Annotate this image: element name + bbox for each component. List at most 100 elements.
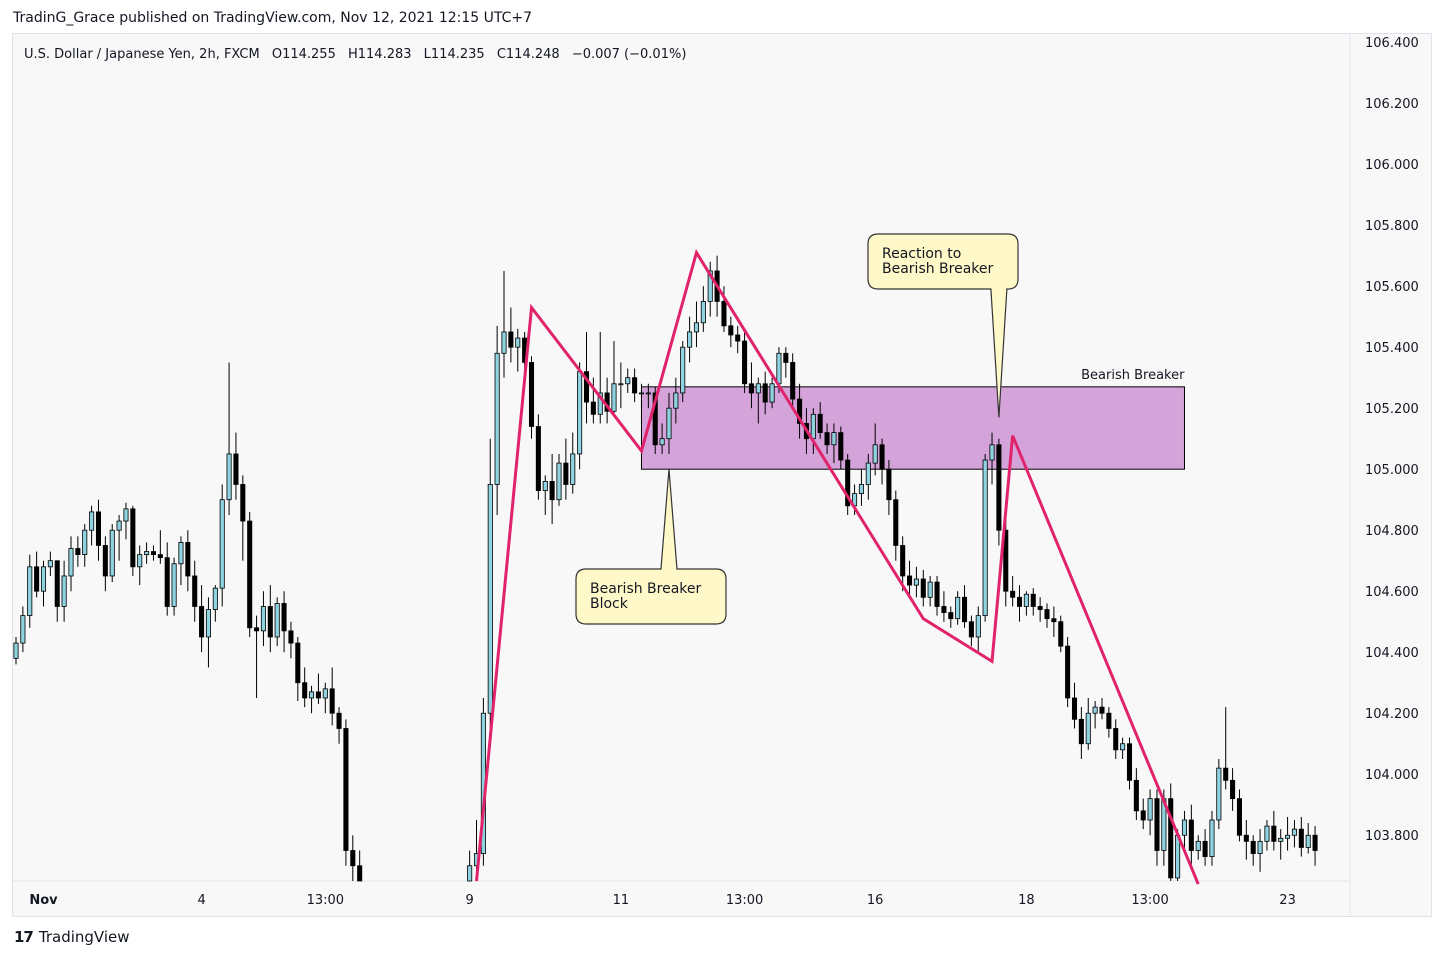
candle — [1202, 829, 1208, 866]
candle — [102, 536, 108, 592]
candle — [89, 505, 95, 546]
candle-body — [968, 621, 974, 638]
candle-body — [247, 520, 253, 629]
candle — [845, 453, 851, 515]
y-tick-label: 103.800 — [1365, 829, 1419, 844]
candle — [171, 557, 177, 616]
candle-body — [948, 612, 954, 620]
publisher-line: TradinG_Grace published on TradingView.c… — [13, 10, 533, 26]
candle-body — [288, 630, 294, 644]
x-tick-label: 16 — [867, 893, 884, 908]
candle — [927, 575, 933, 607]
candle-body — [508, 331, 514, 348]
candle — [838, 426, 844, 470]
candle-body — [315, 691, 321, 699]
callout-bubble — [867, 233, 1019, 418]
candle-body — [831, 432, 837, 446]
candle — [1147, 789, 1153, 836]
candle-body — [487, 484, 493, 714]
candle — [226, 362, 232, 515]
candle-body — [810, 413, 816, 440]
candle-body — [116, 520, 122, 531]
candle-body — [233, 453, 239, 485]
candle-body — [1168, 798, 1174, 879]
candle-body — [309, 691, 315, 699]
tradingview-logo-icon[interactable]: 17 — [14, 928, 34, 946]
candle-body — [817, 413, 823, 433]
candle — [501, 270, 507, 378]
y-tick-label: 104.600 — [1365, 585, 1419, 600]
candle — [1278, 829, 1284, 860]
candle-body — [1044, 609, 1050, 620]
candle — [309, 685, 315, 714]
breaker-zone: Bearish Breaker — [640, 368, 1185, 470]
candle — [1181, 810, 1188, 851]
candle — [164, 542, 170, 616]
candle — [150, 545, 156, 561]
candle — [1120, 737, 1126, 759]
candle-body — [61, 575, 67, 607]
candle-body — [494, 352, 500, 485]
candle — [467, 850, 473, 882]
candle-body — [515, 337, 521, 348]
candle-body — [941, 606, 947, 613]
candle — [357, 850, 363, 882]
candle-body — [254, 627, 260, 632]
candle — [742, 331, 748, 393]
symbol-header: U.S. Dollar / Japanese Yen, 2h, FXCM O11… — [24, 47, 686, 62]
candle — [1140, 798, 1146, 830]
candle — [1037, 597, 1043, 622]
candle — [604, 377, 610, 424]
candle-body — [219, 499, 225, 589]
candle-body — [879, 444, 885, 470]
candle-body — [1016, 596, 1023, 607]
candle-body — [40, 566, 47, 592]
y-tick-label: 104.400 — [1365, 646, 1419, 661]
candle-body — [1030, 593, 1036, 607]
candle-body — [1230, 779, 1236, 800]
y-tick-label: 105.600 — [1365, 280, 1419, 295]
chart-frame — [12, 33, 1432, 917]
candle — [343, 719, 349, 866]
candle-body — [625, 377, 631, 385]
candle — [508, 307, 514, 363]
brand-name[interactable]: TradingView — [38, 928, 130, 946]
candle-body — [783, 352, 789, 363]
callout-bubble — [575, 469, 727, 625]
candle — [968, 615, 974, 647]
candle-body — [212, 587, 218, 610]
candle-body — [1003, 529, 1009, 592]
candle — [831, 423, 837, 464]
candle-body — [178, 542, 184, 565]
candle-body — [1236, 798, 1242, 836]
candle-body — [1188, 819, 1194, 851]
candle-body — [267, 606, 273, 638]
candle-body — [199, 606, 205, 638]
candle — [886, 460, 892, 515]
candle-body — [673, 392, 679, 409]
candle-body — [467, 865, 473, 882]
candle-body — [1133, 779, 1139, 812]
candle — [638, 383, 645, 409]
candle-body — [137, 554, 143, 568]
x-tick-label: 23 — [1279, 893, 1296, 908]
x-tick-label: 4 — [197, 893, 205, 908]
candle-body — [1181, 819, 1188, 836]
candle-body — [556, 462, 562, 501]
candle-body — [343, 728, 349, 851]
candle — [1257, 829, 1263, 872]
candle-body — [776, 352, 782, 385]
candle-body — [68, 548, 74, 577]
candle-body — [570, 453, 576, 485]
y-tick-label: 104.200 — [1365, 707, 1419, 722]
candle — [1030, 588, 1036, 616]
candle — [528, 356, 535, 439]
candle-body — [102, 545, 108, 577]
candle-body — [1223, 767, 1229, 781]
candle-body — [1312, 834, 1318, 851]
candle-body — [357, 865, 363, 882]
candle-body — [171, 563, 177, 607]
candle-body — [955, 596, 961, 620]
candle-body — [82, 529, 88, 556]
